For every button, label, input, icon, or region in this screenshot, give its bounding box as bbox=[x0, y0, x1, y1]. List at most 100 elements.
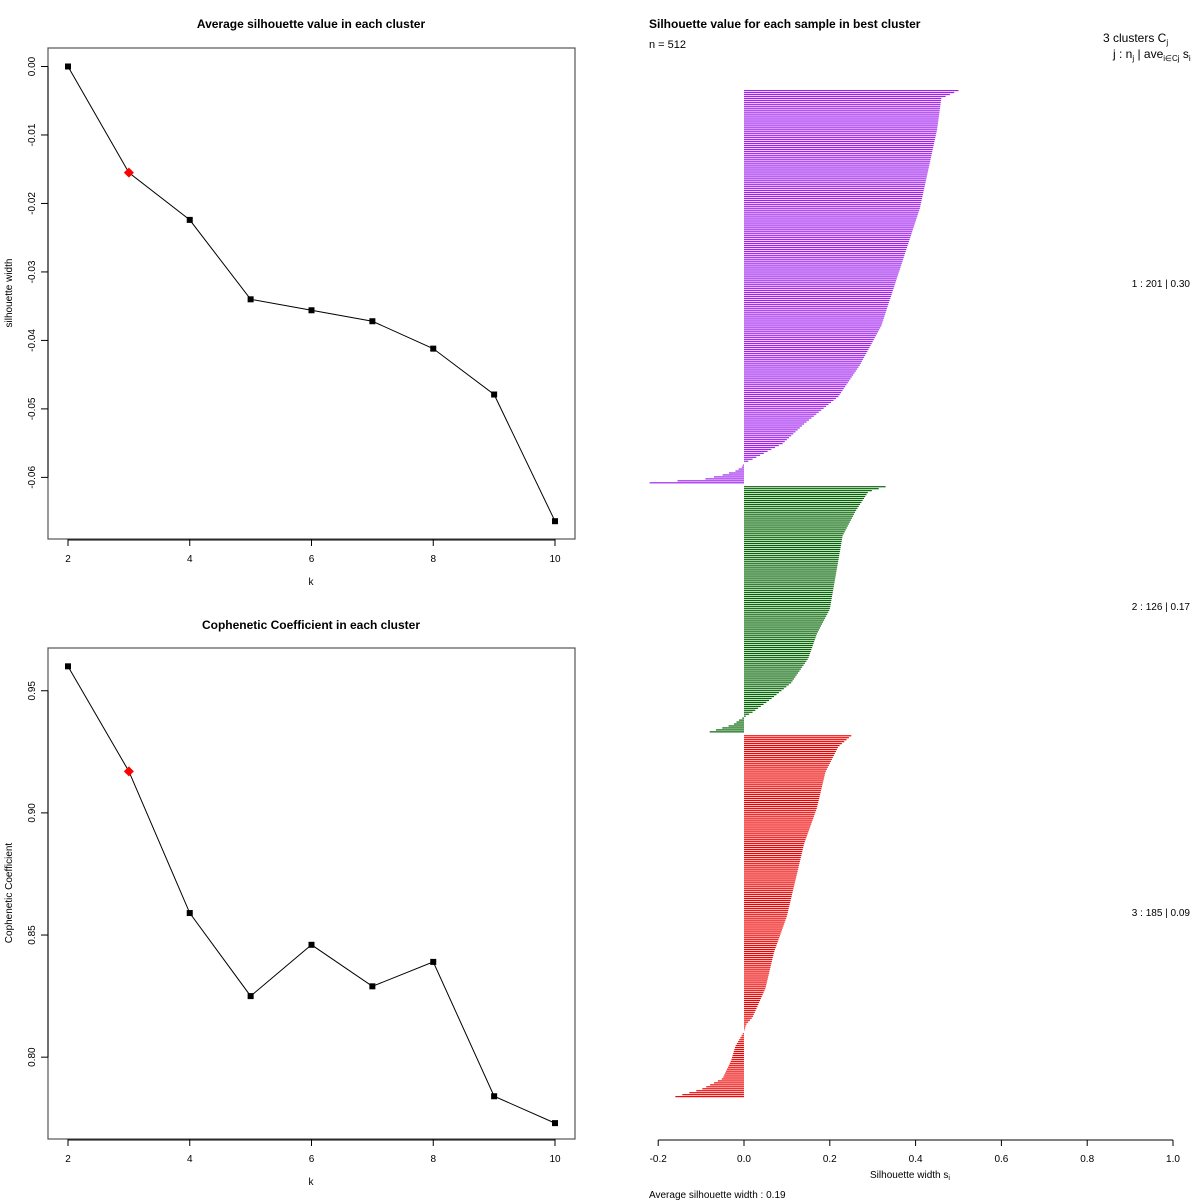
silhouette-bar bbox=[744, 670, 800, 672]
silhouette-bar bbox=[744, 735, 852, 737]
plot3-xlabel: Silhouette width si bbox=[870, 1170, 950, 1182]
silhouette-bar bbox=[744, 697, 772, 700]
silhouette-bar bbox=[744, 384, 847, 386]
silhouette-bar bbox=[744, 876, 797, 878]
silhouette-bar bbox=[744, 878, 796, 880]
silhouette-bar bbox=[744, 350, 868, 353]
silhouette-bar bbox=[744, 703, 764, 705]
silhouette-bar bbox=[744, 903, 790, 906]
silhouette-bar bbox=[744, 1007, 757, 1009]
silhouette-bar bbox=[744, 821, 812, 823]
silhouette-bar bbox=[744, 660, 807, 662]
silhouette-bar bbox=[744, 425, 802, 427]
silhouette-bar bbox=[744, 221, 916, 223]
silhouette-bar bbox=[744, 431, 796, 433]
plot1-xlabel: k bbox=[309, 577, 315, 588]
silhouette-bar bbox=[744, 519, 851, 521]
silhouette-bar bbox=[744, 652, 811, 655]
silhouette-bar bbox=[744, 837, 807, 839]
silhouette-bar bbox=[722, 474, 744, 476]
silhouette-bar bbox=[744, 148, 933, 151]
silhouette-bar bbox=[744, 978, 768, 980]
silhouette-bar bbox=[744, 901, 791, 904]
silhouette-bar bbox=[744, 354, 866, 356]
silhouette-bar bbox=[744, 1011, 755, 1013]
silhouette-bar bbox=[744, 758, 832, 760]
silhouette-bar bbox=[744, 333, 877, 335]
silhouette-bar bbox=[744, 927, 783, 929]
silhouette-bar bbox=[744, 529, 846, 531]
y-tick-label: 0.90 bbox=[27, 803, 38, 823]
silhouette-bar bbox=[744, 639, 815, 641]
silhouette-bar bbox=[744, 313, 886, 315]
silhouette-bar bbox=[744, 576, 836, 578]
silhouette-bar bbox=[744, 578, 836, 580]
silhouette-bar bbox=[744, 113, 940, 115]
silhouette-bar bbox=[702, 1088, 744, 1090]
silhouette-bar bbox=[744, 450, 768, 453]
silhouette-bar bbox=[722, 727, 744, 729]
silhouette-bar bbox=[744, 486, 886, 488]
silhouette-bar bbox=[744, 648, 812, 651]
silhouette-bar bbox=[744, 782, 823, 784]
silhouette-bar bbox=[744, 654, 810, 656]
silhouette-bar bbox=[744, 241, 909, 243]
silhouette-bar bbox=[744, 925, 784, 927]
silhouette-bar bbox=[744, 788, 822, 790]
silhouette-bar bbox=[744, 170, 929, 172]
silhouette-bar bbox=[744, 590, 834, 592]
data-point bbox=[247, 296, 254, 303]
silhouette-bar bbox=[728, 725, 744, 727]
silhouette-bar bbox=[744, 625, 822, 627]
silhouette-bar bbox=[744, 856, 801, 858]
silhouette-bar bbox=[744, 109, 940, 111]
silhouette-bar bbox=[744, 741, 845, 743]
silhouette-bar bbox=[744, 843, 805, 845]
silhouette-bar bbox=[744, 503, 861, 505]
silhouette-bar bbox=[744, 174, 928, 176]
cluster-legend-label: 3 : 185 | 0.09 bbox=[1132, 908, 1191, 919]
silhouette-bar bbox=[744, 815, 814, 817]
silhouette-bar bbox=[744, 829, 810, 831]
silhouette-bar bbox=[744, 248, 907, 251]
silhouette-bar bbox=[744, 344, 871, 347]
silhouette-bar bbox=[744, 207, 920, 209]
x-tick-label: 1.0 bbox=[1166, 1154, 1180, 1165]
silhouette-bar bbox=[744, 846, 804, 849]
silhouette-bar bbox=[732, 1054, 744, 1057]
silhouette-bar bbox=[744, 623, 823, 625]
silhouette-bar bbox=[744, 201, 922, 203]
silhouette-bar bbox=[744, 954, 774, 957]
silhouette-bar bbox=[649, 482, 744, 484]
data-point bbox=[369, 318, 376, 325]
silhouette-bar bbox=[744, 452, 764, 454]
silhouette-bar bbox=[744, 341, 873, 343]
silhouette-bar bbox=[744, 595, 833, 598]
plot1-title: Average silhouette value in each cluster bbox=[197, 17, 426, 31]
silhouette-bar bbox=[744, 962, 772, 964]
silhouette-bar bbox=[744, 823, 812, 825]
silhouette-profile-plot: Silhouette value for each sample in best… bbox=[649, 17, 1191, 1200]
silhouette-bar bbox=[744, 458, 753, 460]
silhouette-bar bbox=[744, 178, 927, 180]
silhouette-bar bbox=[744, 135, 936, 137]
silhouette-bar bbox=[717, 1080, 744, 1082]
x-tick-label: 6 bbox=[309, 1154, 315, 1165]
silhouette-bar bbox=[744, 258, 904, 260]
silhouette-bar bbox=[744, 290, 893, 292]
silhouette-bar bbox=[727, 1066, 744, 1068]
silhouette-bar bbox=[744, 501, 862, 504]
silhouette-bar bbox=[744, 607, 830, 609]
x-tick-label: 6 bbox=[309, 554, 315, 565]
silhouette-bar bbox=[744, 572, 837, 574]
x-tick-label: -0.2 bbox=[650, 1154, 668, 1165]
silhouette-bar bbox=[744, 152, 932, 154]
silhouette-bar bbox=[744, 250, 906, 252]
silhouette-bar bbox=[744, 786, 822, 788]
silhouette-bar bbox=[744, 158, 931, 160]
y-tick-label: 0.85 bbox=[27, 925, 38, 945]
silhouette-bar bbox=[744, 380, 850, 382]
silhouette-bar bbox=[744, 395, 839, 398]
silhouette-bar bbox=[744, 131, 937, 133]
silhouette-bar bbox=[744, 278, 897, 280]
